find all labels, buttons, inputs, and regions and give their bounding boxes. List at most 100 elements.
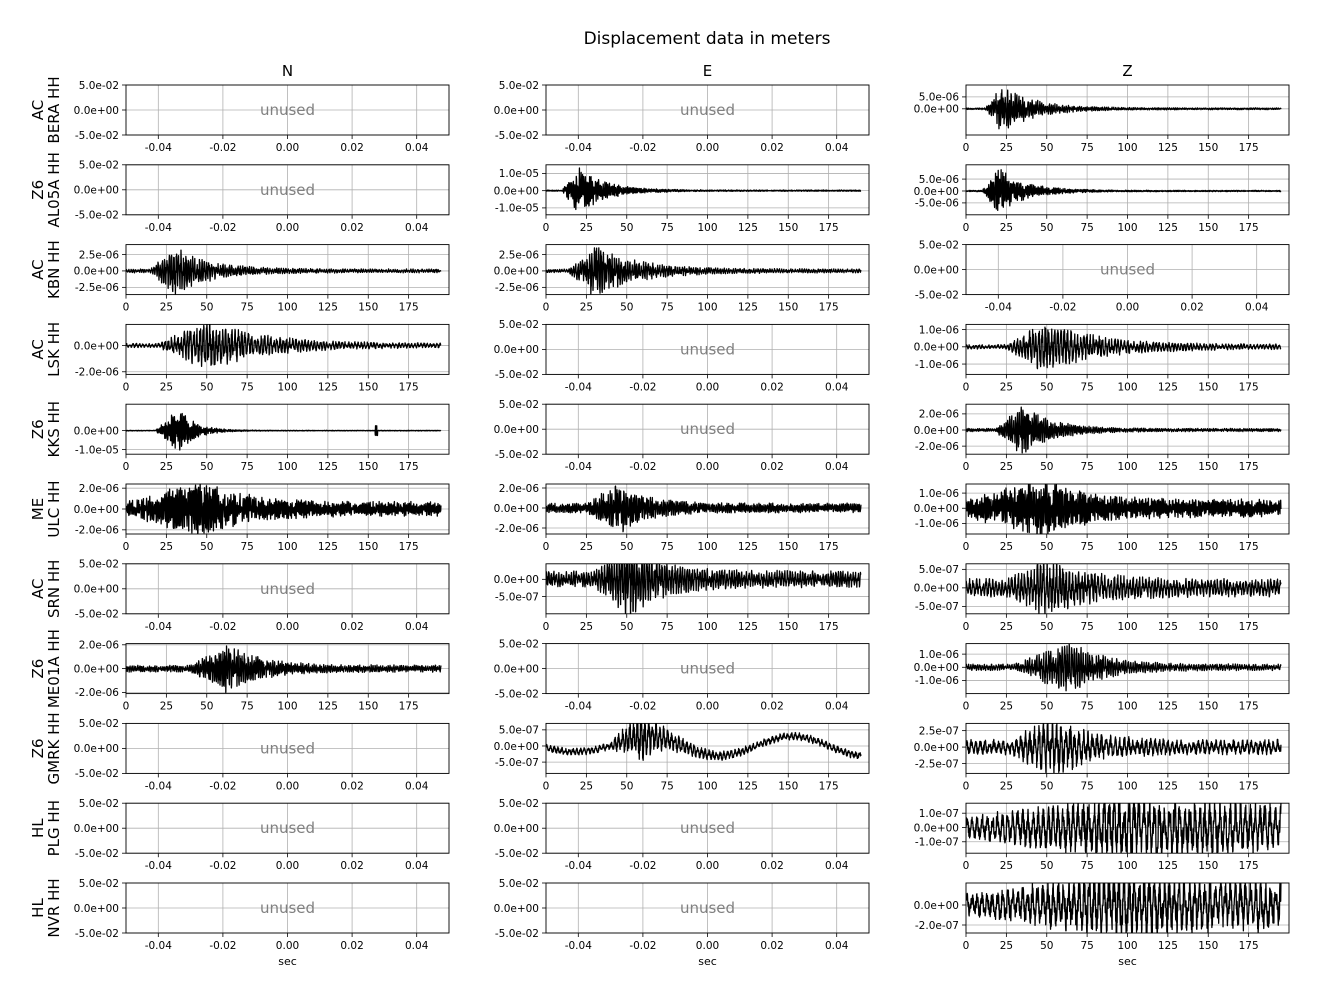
x-tick-label: 175 — [399, 461, 419, 473]
x-tick-label: 25 — [580, 302, 593, 314]
x-tick-label: 50 — [1040, 142, 1053, 154]
axes-frame — [965, 84, 1290, 136]
x-tick-label: 75 — [240, 302, 253, 314]
x-tick-label: -0.04 — [565, 142, 592, 154]
x-tick-label: 125 — [738, 621, 758, 633]
x-tick-label: 175 — [1239, 701, 1259, 713]
x-tick-label: 125 — [1158, 621, 1178, 633]
axes-frame — [545, 722, 870, 774]
y-tick-label: 5.0e-02 — [499, 319, 539, 331]
x-tick-label: 25 — [580, 780, 593, 792]
x-tick-label: 100 — [1117, 461, 1137, 473]
row-label-network: Z6 — [29, 419, 47, 439]
waveform-trace — [966, 89, 1282, 130]
unused-label: unused — [260, 899, 315, 917]
x-tick-label: 100 — [697, 222, 717, 234]
panel-lsk-z: 0 25 50 75 100 125 150 175 1.0e-06 0.0e+00 -1.0e-0… — [914, 323, 1290, 393]
y-tick-label: 0.0e+00 — [914, 583, 959, 595]
y-tick-label: 2.0e-06 — [919, 409, 960, 421]
x-tick-label: 100 — [277, 701, 297, 713]
x-tick-label: 150 — [1198, 461, 1218, 473]
waveform-trace — [966, 723, 1282, 774]
panel-srn-z: 0 25 50 75 100 125 150 175 5.0e-07 0.0e+00 -5.0e-0… — [914, 563, 1290, 633]
y-tick-label: 0.0e+00 — [74, 266, 119, 278]
x-tick-label: 75 — [240, 461, 253, 473]
y-tick-label: 0.0e+00 — [74, 903, 119, 915]
column-header-z: Z — [1122, 62, 1132, 80]
x-tick-label: 50 — [1040, 461, 1053, 473]
x-tick-label: 25 — [1000, 142, 1013, 154]
y-tick-label: 5.0e-02 — [79, 80, 119, 92]
y-tick-label: -5.0e-02 — [495, 848, 539, 860]
row-label-station: LSK HH — [45, 322, 63, 377]
panel-gmrk-z: 0 25 50 75 100 125 150 175 2.5e-07 0.0e+00 -2.5e-0… — [914, 722, 1290, 792]
x-tick-label: 0 — [963, 461, 970, 473]
x-tick-label: 100 — [277, 461, 297, 473]
x-tick-label: 50 — [1040, 780, 1053, 792]
panel-me01a-e: -0.04 -0.02 0.00 0.02 0.04 5.0e-02 0.0e+00 -5.0… — [494, 638, 870, 713]
x-tick-label: 0.04 — [1245, 302, 1269, 314]
x-tick-label: 0.02 — [760, 381, 783, 393]
x-tick-label: 75 — [1080, 461, 1093, 473]
row-label-station: SRN HH — [45, 560, 63, 619]
y-tick-label: 2.5e-07 — [919, 725, 959, 737]
x-tick-label: 125 — [318, 461, 338, 473]
axes-frame — [965, 643, 1290, 695]
waveform-trace — [126, 412, 442, 451]
y-tick-label: 0.0e+00 — [494, 823, 539, 835]
x-tick-label: 0.04 — [405, 142, 429, 154]
y-tick-label: -5.0e-02 — [75, 609, 119, 621]
x-tick-label: 125 — [738, 541, 758, 553]
x-tick-label: 175 — [1239, 222, 1259, 234]
y-tick-label: -5.0e-06 — [915, 198, 959, 210]
y-tick-label: -5.0e-02 — [495, 130, 539, 142]
x-tick-label: 75 — [1080, 780, 1093, 792]
x-tick-label: 25 — [1000, 461, 1013, 473]
y-tick-label: 0.0e+00 — [494, 344, 539, 356]
x-tick-label: 175 — [1239, 461, 1259, 473]
waveform-trace — [966, 563, 1282, 614]
y-tick-label: -2.5e-06 — [495, 282, 539, 294]
y-tick-label: 5.0e-07 — [919, 564, 959, 576]
axes-frame — [965, 882, 1290, 934]
x-tick-label: 50 — [1040, 621, 1053, 633]
y-tick-label: 1.0e-07 — [919, 808, 959, 820]
x-axis-label: sec — [698, 955, 717, 968]
y-tick-label: 1.0e-06 — [919, 649, 960, 661]
unused-label: unused — [680, 420, 735, 438]
row-label-station: ULC HH — [45, 480, 63, 537]
x-tick-label: 100 — [1117, 381, 1137, 393]
x-tick-label: 100 — [697, 541, 717, 553]
y-tick-label: 1.0e-05 — [499, 168, 539, 180]
y-tick-label: -2.0e-06 — [75, 367, 119, 379]
x-tick-label: 175 — [1239, 381, 1259, 393]
x-tick-label: 0.04 — [825, 461, 849, 473]
x-tick-label: 125 — [1158, 461, 1178, 473]
x-tick-label: 0 — [963, 621, 970, 633]
axes-frame — [125, 802, 450, 854]
x-tick-label: -0.02 — [209, 940, 236, 952]
x-tick-label: 75 — [660, 222, 673, 234]
x-tick-label: 25 — [160, 461, 173, 473]
y-tick-label: 5.0e-02 — [499, 638, 539, 650]
y-tick-label: 0.0e+00 — [914, 822, 959, 834]
x-tick-label: 150 — [1198, 381, 1218, 393]
waveform-trace — [546, 563, 862, 614]
x-tick-label: -0.04 — [565, 940, 592, 952]
panel-lsk-e: -0.04 -0.02 0.00 0.02 0.04 5.0e-02 0.0e+00 -5.0… — [494, 319, 870, 393]
y-tick-label: -5.0e-02 — [75, 210, 119, 222]
panel-gmrk-e: 0 25 50 75 100 125 150 175 5.0e-07 0.0e+00 -5.0e-0… — [494, 722, 870, 792]
axes-frame — [545, 802, 870, 854]
y-tick-label: 1.0e-06 — [919, 324, 960, 336]
y-tick-label: -5.0e-07 — [915, 601, 959, 613]
unused-label: unused — [260, 580, 315, 598]
panel-gmrk-n: -0.04 -0.02 0.00 0.02 0.04 5.0e-02 0.0e+00 -5.0… — [74, 718, 450, 792]
x-tick-label: 100 — [1117, 780, 1137, 792]
x-tick-label: 175 — [1239, 621, 1259, 633]
y-tick-label: 0.0e+00 — [914, 425, 959, 437]
x-tick-label: -0.02 — [629, 381, 656, 393]
x-tick-label: 175 — [1239, 780, 1259, 792]
